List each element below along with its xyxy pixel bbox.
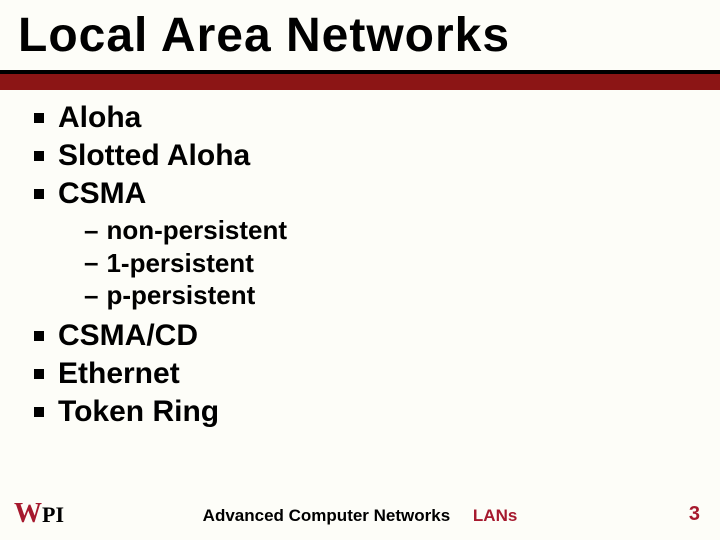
- slide-content: Aloha Slotted Aloha CSMA – non-persisten…: [24, 100, 696, 432]
- footer-topic: LANs: [473, 506, 517, 525]
- square-bullet-icon: [34, 189, 44, 199]
- bullet-item: Aloha: [24, 100, 696, 136]
- sub-bullet-text: non-persistent: [106, 214, 287, 247]
- square-bullet-icon: [34, 151, 44, 161]
- dash-icon: –: [84, 247, 98, 278]
- wpi-logo: W PI: [14, 500, 64, 528]
- square-bullet-icon: [34, 407, 44, 417]
- sub-bullet-text: 1-persistent: [106, 247, 253, 280]
- bullet-text: Slotted Aloha: [58, 138, 250, 174]
- bullet-item: Token Ring: [24, 394, 696, 430]
- slide-title: Local Area Networks: [18, 8, 510, 63]
- title-bar: Local Area Networks: [0, 0, 720, 74]
- bullet-text: Aloha: [58, 100, 141, 136]
- logo-letters-pi: PI: [42, 504, 64, 526]
- dash-icon: –: [84, 280, 98, 311]
- square-bullet-icon: [34, 369, 44, 379]
- bullet-text: CSMA: [58, 176, 146, 212]
- bullet-text: Ethernet: [58, 356, 180, 392]
- footer-caption: Advanced Computer Networks LANs: [203, 506, 518, 526]
- bullet-item: CSMA: [24, 176, 696, 212]
- bullet-text: CSMA/CD: [58, 318, 198, 354]
- sub-bullet-item: – p-persistent: [84, 279, 696, 312]
- bullet-text: Token Ring: [58, 394, 219, 430]
- bullet-item: CSMA/CD: [24, 318, 696, 354]
- page-number: 3: [689, 503, 700, 526]
- sub-bullet-text: p-persistent: [106, 279, 255, 312]
- bullet-item: Slotted Aloha: [24, 138, 696, 174]
- slide-footer: W PI Advanced Computer Networks LANs 3: [0, 498, 720, 528]
- sub-bullet-item: – 1-persistent: [84, 247, 696, 280]
- dash-icon: –: [84, 215, 98, 246]
- square-bullet-icon: [34, 113, 44, 123]
- logo-letter-w: W: [14, 500, 40, 528]
- bullet-item: Ethernet: [24, 356, 696, 392]
- square-bullet-icon: [34, 331, 44, 341]
- sub-bullet-item: – non-persistent: [84, 214, 696, 247]
- footer-course-title: Advanced Computer Networks: [203, 506, 451, 525]
